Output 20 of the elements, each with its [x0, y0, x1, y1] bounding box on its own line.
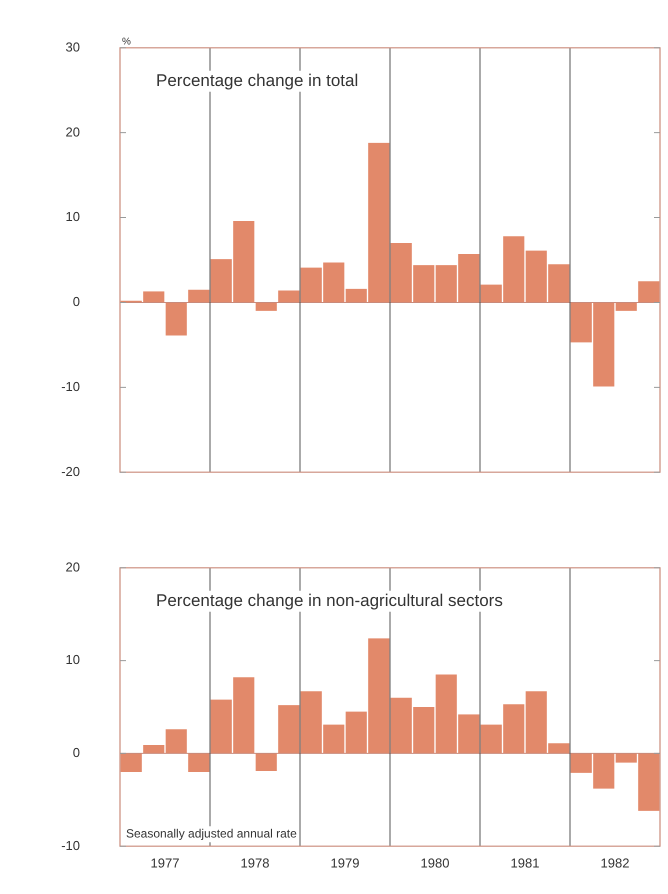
y-tick-label: 20 [66, 559, 80, 574]
x-tick-label: 1977 [150, 856, 180, 871]
y-tick-label: 30 [66, 39, 80, 54]
x-tick-label: 1981 [510, 856, 540, 871]
y-tick-label: 10 [66, 209, 80, 224]
text: Percentage change in total [156, 70, 358, 90]
y-tick-label: 20 [66, 124, 80, 140]
y-tick-label: 0 [72, 294, 80, 310]
x-tick-label: 1979 [330, 856, 360, 871]
y-axis-title: % [122, 36, 131, 48]
x-tick-label: 1978 [240, 856, 270, 871]
x-tick-label: 1982 [600, 856, 630, 871]
y-tick-label: -10 [61, 838, 80, 853]
y-tick-label: -10 [61, 378, 80, 394]
text: Percentage change in non-agricultural sectors [156, 590, 503, 610]
x-tick-label: 1980 [420, 856, 450, 871]
annotation: Seasonally adjusted annual rate [126, 826, 298, 841]
y-tick-label: -20 [61, 464, 80, 479]
y-tick-label: 10 [66, 652, 80, 668]
y-tick-label: 0 [72, 744, 80, 760]
